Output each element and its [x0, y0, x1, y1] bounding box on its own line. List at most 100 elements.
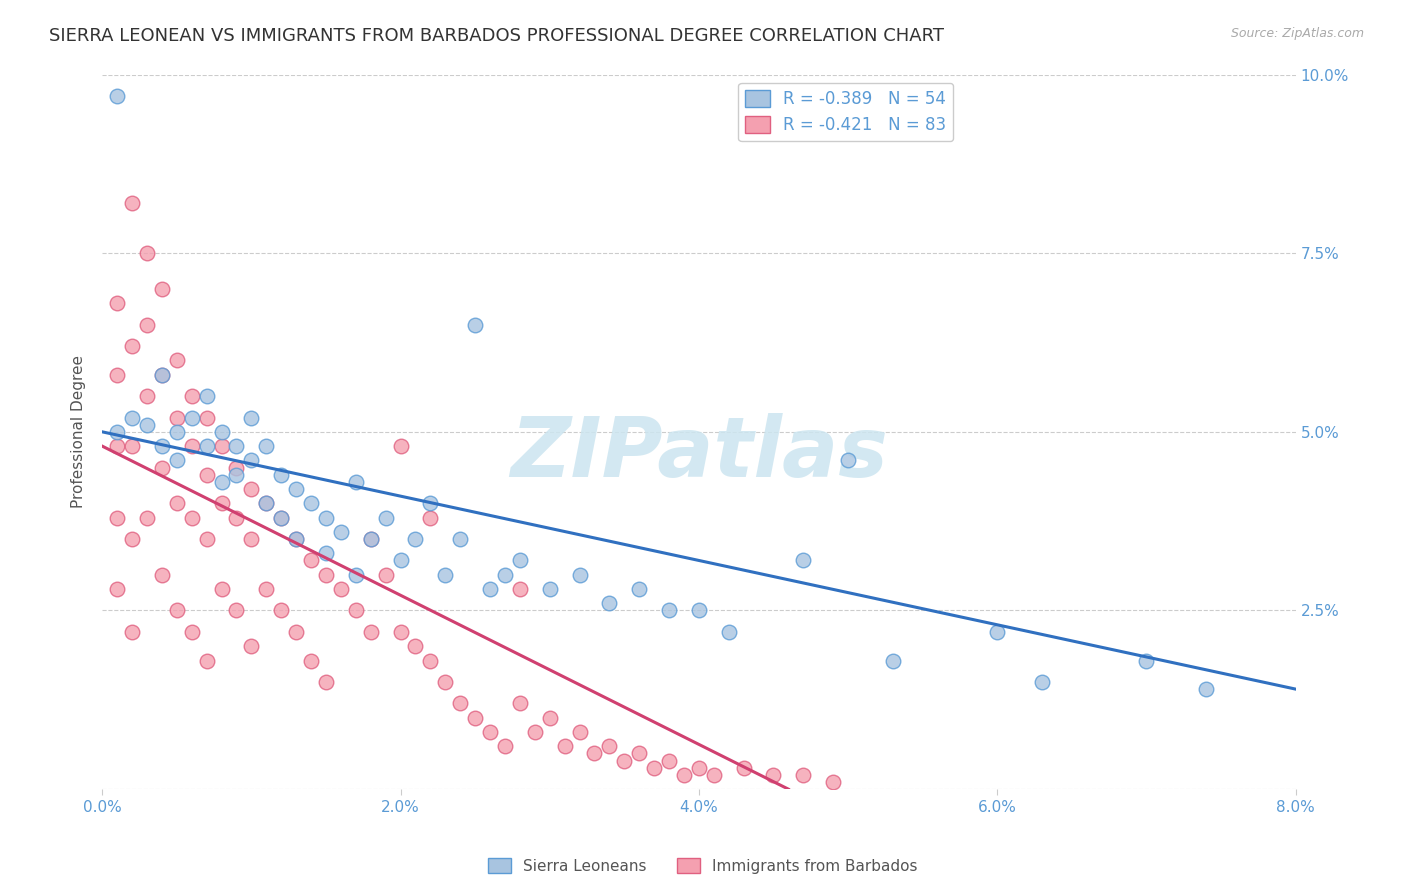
- Point: [329, 582, 352, 596]
- Point: [105, 89, 128, 103]
- Point: [344, 603, 367, 617]
- Point: [285, 532, 308, 546]
- Point: [583, 747, 606, 761]
- Point: [703, 768, 725, 782]
- Point: [150, 460, 173, 475]
- Point: [658, 754, 681, 768]
- Point: [464, 711, 486, 725]
- Point: [554, 739, 576, 754]
- Point: [628, 582, 651, 596]
- Point: [434, 567, 457, 582]
- Point: [598, 739, 620, 754]
- Point: [225, 603, 247, 617]
- Point: [688, 603, 710, 617]
- Point: [225, 510, 247, 524]
- Point: [211, 475, 233, 489]
- Point: [823, 775, 845, 789]
- Point: [180, 389, 202, 403]
- Point: [166, 603, 188, 617]
- Point: [449, 697, 471, 711]
- Point: [225, 467, 247, 482]
- Point: [344, 475, 367, 489]
- Point: [166, 410, 188, 425]
- Point: [523, 725, 546, 739]
- Point: [374, 567, 396, 582]
- Point: [105, 582, 128, 596]
- Point: [166, 453, 188, 467]
- Point: [121, 339, 143, 353]
- Point: [643, 761, 665, 775]
- Y-axis label: Professional Degree: Professional Degree: [72, 355, 86, 508]
- Point: [299, 653, 322, 667]
- Point: [360, 532, 382, 546]
- Point: [195, 467, 218, 482]
- Point: [404, 639, 426, 653]
- Point: [882, 653, 904, 667]
- Point: [568, 725, 591, 739]
- Point: [434, 675, 457, 690]
- Point: [150, 368, 173, 382]
- Point: [121, 196, 143, 211]
- Point: [538, 711, 561, 725]
- Point: [374, 510, 396, 524]
- Point: [285, 532, 308, 546]
- Point: [211, 425, 233, 439]
- Point: [598, 596, 620, 610]
- Text: Source: ZipAtlas.com: Source: ZipAtlas.com: [1230, 27, 1364, 40]
- Point: [1031, 675, 1053, 690]
- Point: [837, 453, 859, 467]
- Point: [150, 439, 173, 453]
- Point: [136, 417, 159, 432]
- Point: [254, 496, 277, 510]
- Point: [285, 624, 308, 639]
- Point: [315, 675, 337, 690]
- Point: [509, 582, 531, 596]
- Point: [672, 768, 695, 782]
- Text: SIERRA LEONEAN VS IMMIGRANTS FROM BARBADOS PROFESSIONAL DEGREE CORRELATION CHART: SIERRA LEONEAN VS IMMIGRANTS FROM BARBAD…: [49, 27, 945, 45]
- Point: [762, 768, 785, 782]
- Point: [240, 532, 263, 546]
- Point: [150, 567, 173, 582]
- Legend: Sierra Leoneans, Immigrants from Barbados: Sierra Leoneans, Immigrants from Barbado…: [482, 852, 924, 880]
- Point: [254, 496, 277, 510]
- Point: [270, 603, 292, 617]
- Point: [509, 553, 531, 567]
- Point: [688, 761, 710, 775]
- Point: [150, 368, 173, 382]
- Point: [180, 439, 202, 453]
- Point: [254, 582, 277, 596]
- Point: [105, 510, 128, 524]
- Point: [299, 553, 322, 567]
- Point: [404, 532, 426, 546]
- Point: [225, 439, 247, 453]
- Point: [315, 567, 337, 582]
- Point: [792, 553, 814, 567]
- Point: [344, 567, 367, 582]
- Point: [166, 353, 188, 368]
- Point: [195, 439, 218, 453]
- Point: [449, 532, 471, 546]
- Point: [270, 467, 292, 482]
- Point: [240, 453, 263, 467]
- Point: [270, 510, 292, 524]
- Point: [419, 496, 441, 510]
- Point: [121, 439, 143, 453]
- Point: [136, 318, 159, 332]
- Text: ZIPatlas: ZIPatlas: [510, 413, 887, 494]
- Point: [136, 510, 159, 524]
- Point: [195, 389, 218, 403]
- Point: [360, 624, 382, 639]
- Point: [180, 624, 202, 639]
- Point: [211, 439, 233, 453]
- Point: [389, 624, 412, 639]
- Point: [494, 567, 516, 582]
- Point: [240, 410, 263, 425]
- Point: [568, 567, 591, 582]
- Point: [419, 510, 441, 524]
- Point: [121, 410, 143, 425]
- Point: [360, 532, 382, 546]
- Point: [792, 768, 814, 782]
- Point: [315, 546, 337, 560]
- Point: [240, 482, 263, 496]
- Point: [717, 624, 740, 639]
